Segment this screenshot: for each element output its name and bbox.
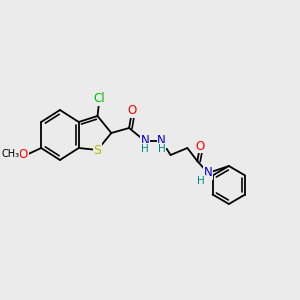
- Text: O: O: [19, 148, 28, 160]
- Text: N: N: [157, 134, 166, 148]
- Text: H: H: [158, 144, 166, 154]
- Text: S: S: [94, 143, 101, 157]
- Text: O: O: [196, 140, 205, 152]
- Text: CH₃: CH₃: [2, 149, 20, 159]
- Text: N: N: [204, 167, 212, 179]
- Text: H: H: [197, 176, 205, 186]
- Text: O: O: [128, 104, 137, 118]
- Text: N: N: [140, 134, 149, 148]
- Text: Cl: Cl: [94, 92, 105, 106]
- Text: H: H: [141, 144, 149, 154]
